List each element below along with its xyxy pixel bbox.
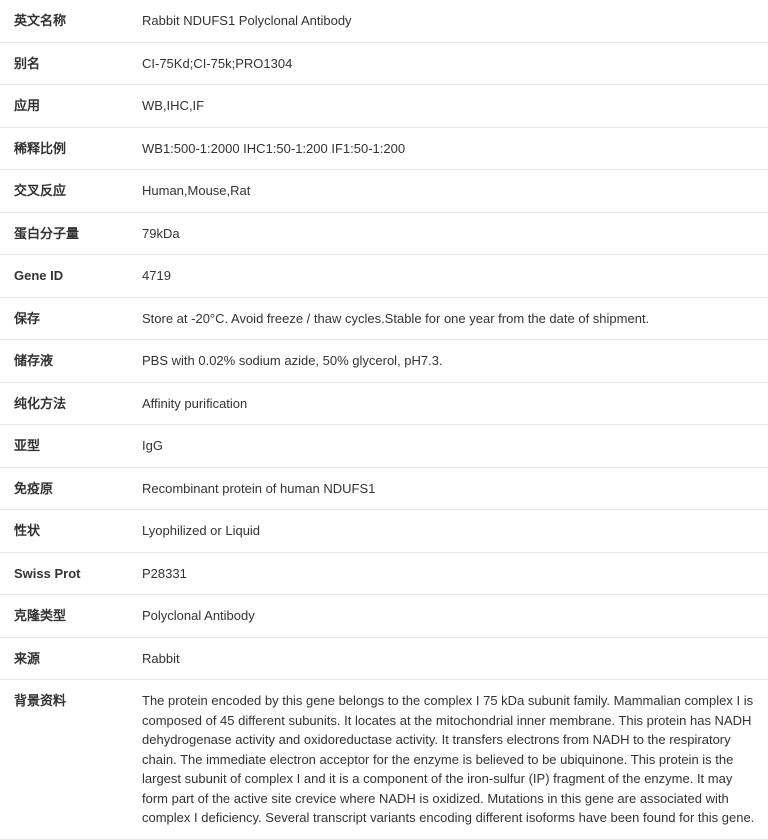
- table-row: 性状 Lyophilized or Liquid: [0, 510, 768, 553]
- row-value: WB1:500-1:2000 IHC1:50-1:200 IF1:50-1:20…: [128, 127, 768, 170]
- row-value: 4719: [128, 255, 768, 298]
- row-label: 交叉反应: [0, 170, 128, 213]
- table-row: 蛋白分子量 79kDa: [0, 212, 768, 255]
- row-value: Lyophilized or Liquid: [128, 510, 768, 553]
- row-label: 背景资料: [0, 680, 128, 840]
- table-row: 别名 CI-75Kd;CI-75k;PRO1304: [0, 42, 768, 85]
- row-label: Swiss Prot: [0, 552, 128, 595]
- row-label: 来源: [0, 637, 128, 680]
- table-row: 纯化方法 Affinity purification: [0, 382, 768, 425]
- table-row: 亚型 IgG: [0, 425, 768, 468]
- row-label: 亚型: [0, 425, 128, 468]
- table-row: 应用 WB,IHC,IF: [0, 85, 768, 128]
- table-row: 交叉反应 Human,Mouse,Rat: [0, 170, 768, 213]
- row-label: 储存液: [0, 340, 128, 383]
- row-value: 79kDa: [128, 212, 768, 255]
- table-row: 英文名称 Rabbit NDUFS1 Polyclonal Antibody: [0, 0, 768, 42]
- row-value: WB,IHC,IF: [128, 85, 768, 128]
- table-row: 来源 Rabbit: [0, 637, 768, 680]
- row-label: 保存: [0, 297, 128, 340]
- row-value: Human,Mouse,Rat: [128, 170, 768, 213]
- row-label: 性状: [0, 510, 128, 553]
- row-value: Recombinant protein of human NDUFS1: [128, 467, 768, 510]
- row-value: PBS with 0.02% sodium azide, 50% glycero…: [128, 340, 768, 383]
- row-label: 英文名称: [0, 0, 128, 42]
- row-label: 应用: [0, 85, 128, 128]
- row-label: 免疫原: [0, 467, 128, 510]
- row-label: Gene ID: [0, 255, 128, 298]
- table-row: 储存液 PBS with 0.02% sodium azide, 50% gly…: [0, 340, 768, 383]
- row-label: 别名: [0, 42, 128, 85]
- row-label: 蛋白分子量: [0, 212, 128, 255]
- row-value: Polyclonal Antibody: [128, 595, 768, 638]
- table-row: 保存 Store at -20°C. Avoid freeze / thaw c…: [0, 297, 768, 340]
- table-row: 免疫原 Recombinant protein of human NDUFS1: [0, 467, 768, 510]
- row-label: 纯化方法: [0, 382, 128, 425]
- table-row: 稀释比例 WB1:500-1:2000 IHC1:50-1:200 IF1:50…: [0, 127, 768, 170]
- table-row: 克隆类型 Polyclonal Antibody: [0, 595, 768, 638]
- row-value: IgG: [128, 425, 768, 468]
- row-value: The protein encoded by this gene belongs…: [128, 680, 768, 840]
- row-value: Rabbit: [128, 637, 768, 680]
- row-label: 稀释比例: [0, 127, 128, 170]
- spec-table: 英文名称 Rabbit NDUFS1 Polyclonal Antibody 别…: [0, 0, 768, 840]
- table-row: Swiss Prot P28331: [0, 552, 768, 595]
- row-value: Affinity purification: [128, 382, 768, 425]
- row-value: Rabbit NDUFS1 Polyclonal Antibody: [128, 0, 768, 42]
- spec-table-body: 英文名称 Rabbit NDUFS1 Polyclonal Antibody 别…: [0, 0, 768, 839]
- row-label: 克隆类型: [0, 595, 128, 638]
- table-row: 背景资料 The protein encoded by this gene be…: [0, 680, 768, 840]
- table-row: Gene ID 4719: [0, 255, 768, 298]
- row-value: Store at -20°C. Avoid freeze / thaw cycl…: [128, 297, 768, 340]
- row-value: P28331: [128, 552, 768, 595]
- row-value: CI-75Kd;CI-75k;PRO1304: [128, 42, 768, 85]
